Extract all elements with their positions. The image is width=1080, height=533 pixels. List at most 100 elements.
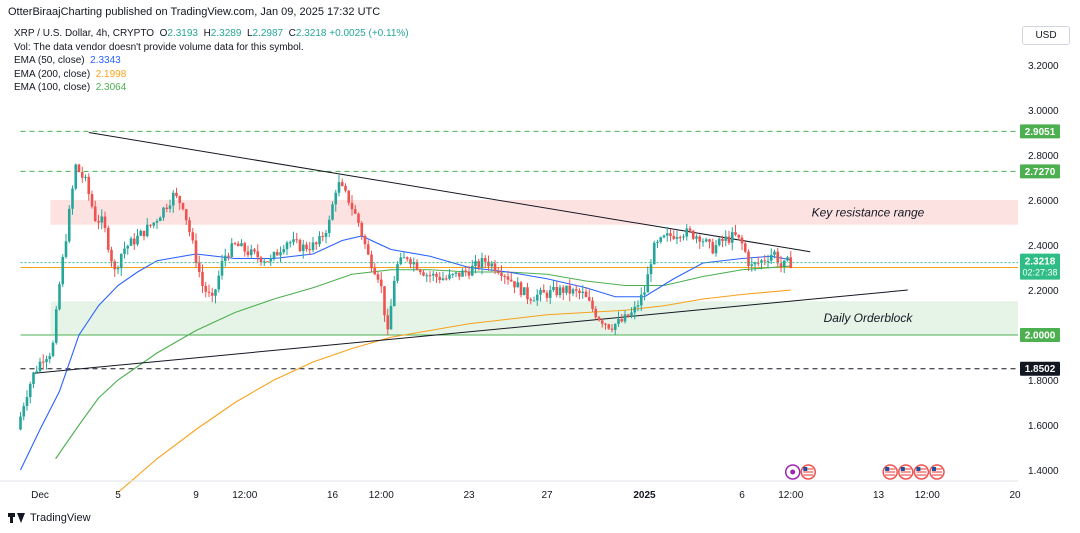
candle-body	[704, 239, 708, 242]
y-tick-label: 2.6000	[1028, 196, 1059, 207]
candle-body	[210, 292, 214, 296]
indicator-ema100[interactable]: EMA (100, close) 2.3064	[14, 82, 127, 93]
candle-body	[441, 278, 445, 281]
candle-body	[685, 228, 689, 237]
candle-body	[542, 289, 546, 293]
candle-body	[415, 261, 419, 270]
candle-body	[142, 230, 146, 237]
candle-body	[25, 397, 29, 407]
ema-200-line	[117, 289, 791, 493]
candle-body	[454, 272, 458, 274]
candle-body	[19, 416, 22, 430]
trendline-ascending	[34, 289, 908, 374]
candle-body	[305, 244, 308, 250]
candle-body	[662, 235, 666, 238]
candle-body	[438, 276, 442, 281]
candle-body	[571, 289, 575, 294]
candle-body	[665, 233, 669, 236]
candle-body	[113, 261, 117, 270]
zone-label-1: Daily Orderblock	[824, 311, 914, 325]
candle-body	[617, 318, 620, 324]
candle-body	[246, 251, 250, 256]
y-tick-label: 1.8000	[1028, 376, 1059, 387]
candle-body	[191, 232, 195, 241]
candle-body	[688, 228, 692, 231]
candle-body	[152, 222, 156, 226]
candle-body	[727, 236, 731, 243]
candle-body	[779, 263, 783, 267]
candle-body	[48, 356, 52, 360]
indicator-ema200[interactable]: EMA (200, close) 2.1998	[14, 68, 127, 80]
candle-body	[587, 297, 591, 301]
y-tick-label: 1.6000	[1028, 421, 1059, 432]
candle-body	[630, 312, 633, 317]
candle-body	[340, 182, 344, 186]
candle-body	[392, 280, 396, 307]
candle-body	[721, 238, 724, 241]
candle-body	[54, 309, 58, 343]
candle-body	[334, 192, 338, 205]
candle-body	[691, 230, 695, 239]
candle-body	[652, 242, 656, 265]
candle-body	[266, 261, 269, 263]
candle-body	[500, 272, 503, 276]
candle-body	[591, 300, 594, 309]
candle-body	[669, 233, 672, 237]
candle-body	[539, 289, 542, 295]
candle-body	[139, 230, 143, 236]
ema-50-line	[20, 235, 791, 471]
currency-selector[interactable]: USD	[1022, 26, 1070, 45]
countdown-label: 02:27:38	[1022, 268, 1057, 278]
candle-body	[38, 361, 42, 372]
candle-body	[123, 248, 126, 254]
candle-body	[786, 257, 789, 261]
candle-body	[409, 259, 412, 265]
candle-body	[188, 220, 191, 233]
candle-body	[373, 268, 377, 275]
candle-body	[656, 241, 659, 243]
us-flag-canton	[803, 467, 808, 471]
candle-body	[223, 255, 227, 261]
candle-body	[610, 328, 614, 330]
candle-body	[766, 260, 770, 262]
candle-body	[80, 172, 84, 178]
candle-body	[201, 272, 204, 286]
candle-body	[165, 207, 169, 209]
candle-body	[470, 265, 474, 276]
candle-body	[197, 262, 201, 273]
candle-body	[506, 276, 510, 280]
candle-body	[522, 287, 526, 296]
candle-body	[386, 315, 390, 330]
candle-body	[357, 213, 360, 223]
indicator-ema50[interactable]: EMA (50, close) 2.3343	[14, 55, 121, 66]
candle-body	[389, 306, 393, 330]
candle-body	[701, 241, 705, 243]
candle-body	[194, 240, 198, 263]
candle-body	[204, 285, 208, 292]
candle-body	[285, 242, 289, 250]
candle-body	[279, 252, 282, 256]
tradingview-footer[interactable]: TradingView	[8, 512, 91, 524]
candle-body	[789, 257, 793, 269]
ema-100-line	[55, 265, 791, 460]
candle-body	[308, 249, 312, 251]
zone-label-0: Key resistance range	[812, 205, 925, 219]
candle-body	[675, 237, 679, 239]
candle-body	[168, 205, 172, 209]
candle-body	[763, 260, 767, 262]
candle-body	[431, 273, 435, 276]
candle-body	[314, 242, 318, 245]
us-flag-canton	[900, 467, 905, 471]
publisher-header: OtterBiraajCharting published on Trading…	[8, 6, 381, 18]
last-price-badge	[1020, 253, 1060, 280]
candle-body	[126, 245, 130, 249]
candle-body	[318, 236, 321, 245]
y-tick-label: 3.0000	[1028, 106, 1059, 117]
candle-body	[487, 261, 490, 267]
candle-body	[532, 300, 536, 302]
candle-body	[558, 287, 562, 296]
ohlc-close: C2.3218	[288, 28, 327, 39]
candle-body	[730, 232, 734, 243]
candle-body	[516, 282, 520, 288]
